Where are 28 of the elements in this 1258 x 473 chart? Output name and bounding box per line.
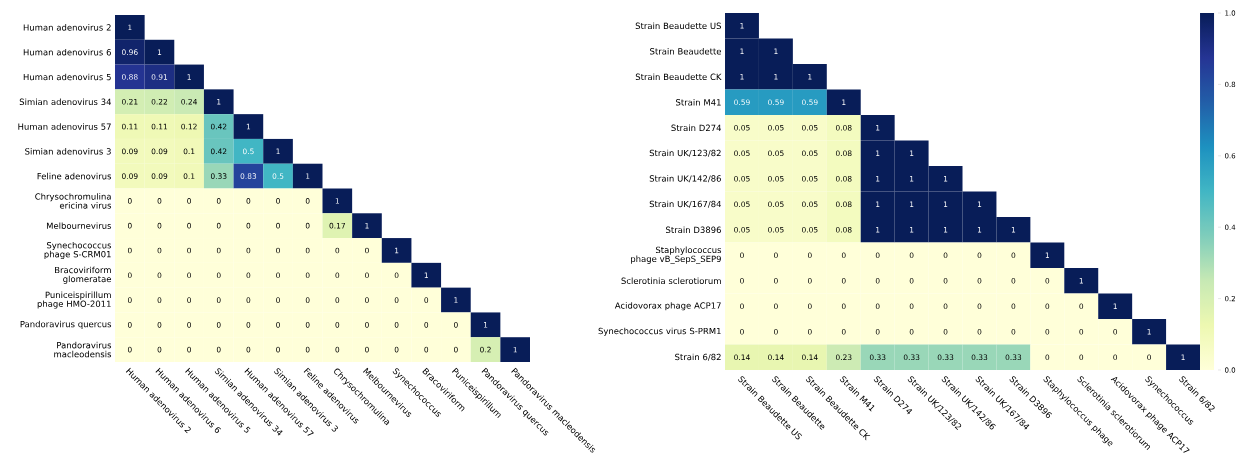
y-tick-label: Strain UK/167/84 <box>649 200 721 208</box>
y-tick-label: Strain Beaudette <box>650 47 722 55</box>
y-tick-label: Synechococcus virus S-PRM1 <box>598 327 721 336</box>
y-tick-label: Simian adenovirus 34 <box>19 98 112 106</box>
y-tick-label: Chrysochromulina ericina virus <box>35 193 112 209</box>
y-tick-label: Human adenovirus 5 <box>23 73 111 81</box>
y-tick-label: Puniceispirillum phage HMO-2011 <box>37 291 111 309</box>
y-tick-label: Strain Beaudette CK <box>635 73 722 81</box>
y-tick-label: Human adenovirus 6 <box>23 48 111 56</box>
y-tick-label: Strain D274 <box>671 124 721 132</box>
y-tick-label: Sclerotinia sclerotiorum <box>621 277 721 285</box>
y-tick-label: Strain M41 <box>676 98 721 106</box>
y-tick-label: Strain UK/142/86 <box>649 175 721 183</box>
y-tick-label: Strain D3896 <box>666 226 721 234</box>
y-tick-label: Pandoravirus macleodensis <box>54 341 112 358</box>
y-tick-label: Synechococcus phage S-CRM01 <box>44 241 112 260</box>
y-tick-label: Strain 6/82 <box>675 353 721 361</box>
y-tick-label: Acidovorax phage ACP17 <box>614 302 721 311</box>
y-tick-label: Human adenovirus 57 <box>18 123 111 130</box>
y-tick-label: Strain UK/123/82 <box>649 149 721 157</box>
y-tick-label: Bracoviriform glomeratae <box>55 266 112 284</box>
y-tick-label: Staphylococcus phage vB_SepS_SEP9 <box>631 246 722 264</box>
y-tick-label: Pandoravirus quercus <box>20 320 112 329</box>
y-tick-label: Simian adenovirus 3 <box>25 148 111 155</box>
y-tick-label: Human adenovirus 2 <box>23 24 111 31</box>
y-tick-label: Feline adenovirus <box>37 172 112 180</box>
y-tick-label: Strain Beaudette US <box>635 22 722 30</box>
y-tick-label: Melbournevirus <box>46 222 112 229</box>
